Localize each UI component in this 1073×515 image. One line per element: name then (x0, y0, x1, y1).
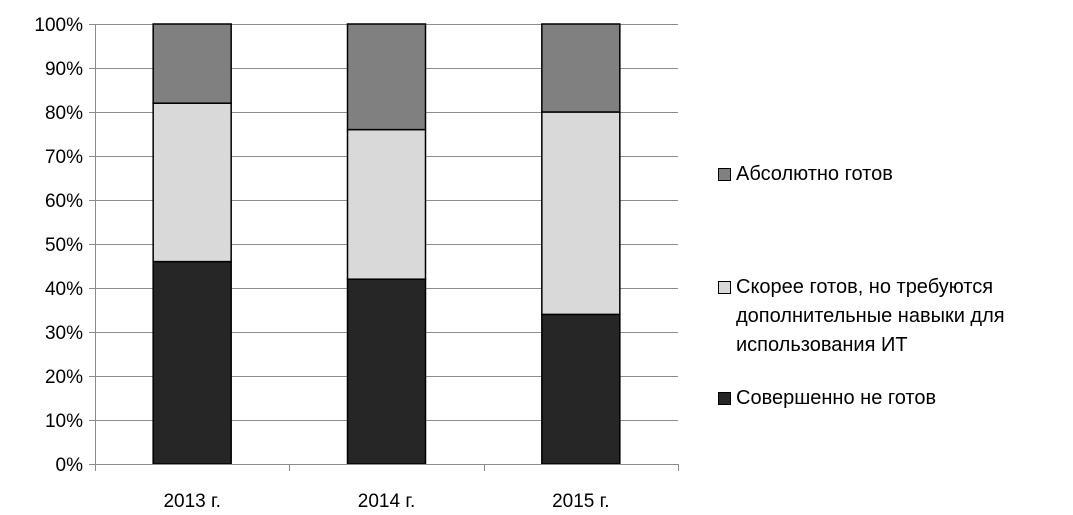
legend-item-absolutely-ready: Абсолютно готов (718, 160, 1066, 189)
y-tick-label: 10% (45, 411, 83, 432)
y-tick-label: 100% (34, 15, 83, 36)
bars (152, 23, 621, 465)
y-tick-label: 30% (45, 323, 83, 344)
y-tick-label: 80% (45, 103, 83, 124)
bar-segment (346, 278, 427, 465)
y-tick-label: 50% (45, 235, 83, 256)
x-tick-label: 2013 г. (163, 491, 220, 512)
y-tick-labels: 0% 10% 20% 30% 40% 50% 60% 70% 80% 90% 100% (34, 15, 83, 476)
x-tick-label: 2015 г. (552, 491, 609, 512)
x-tick-labels: 2013 г. 2014 г. 2015 г. (163, 491, 609, 512)
y-tick-label: 90% (45, 59, 83, 80)
legend-label-not-ready: Совершенно не готов (736, 387, 937, 409)
legend-swatch-not-ready (718, 392, 731, 405)
bar-segment (346, 128, 427, 280)
bar-segment (152, 23, 232, 104)
bar-segment (346, 23, 427, 131)
y-tick-label: 40% (45, 279, 83, 300)
bar-segment (541, 111, 621, 316)
bar-segment (541, 23, 621, 113)
legend-swatch-rather-ready (718, 281, 731, 294)
legend-item-rather-ready: Скорее готов, но требуются дополнительны… (718, 273, 1066, 360)
legend-item-not-ready: Совершенно не готов (718, 384, 1066, 413)
bar-segment (152, 102, 232, 263)
y-tick-label: 0% (56, 455, 84, 476)
y-tick-label: 70% (45, 147, 83, 168)
bar-segment (152, 260, 232, 465)
axes (89, 24, 679, 471)
y-tick-label: 20% (45, 367, 83, 388)
x-tick-label: 2014 г. (358, 491, 415, 512)
bar-segment (541, 313, 621, 465)
legend-label-absolutely-ready: Абсолютно готов (736, 163, 893, 185)
y-tick-label: 60% (45, 191, 83, 212)
legend-label-rather-ready: Скорее готов, но требуются дополнительны… (736, 276, 1005, 356)
legend-swatch-absolutely-ready (718, 168, 731, 181)
